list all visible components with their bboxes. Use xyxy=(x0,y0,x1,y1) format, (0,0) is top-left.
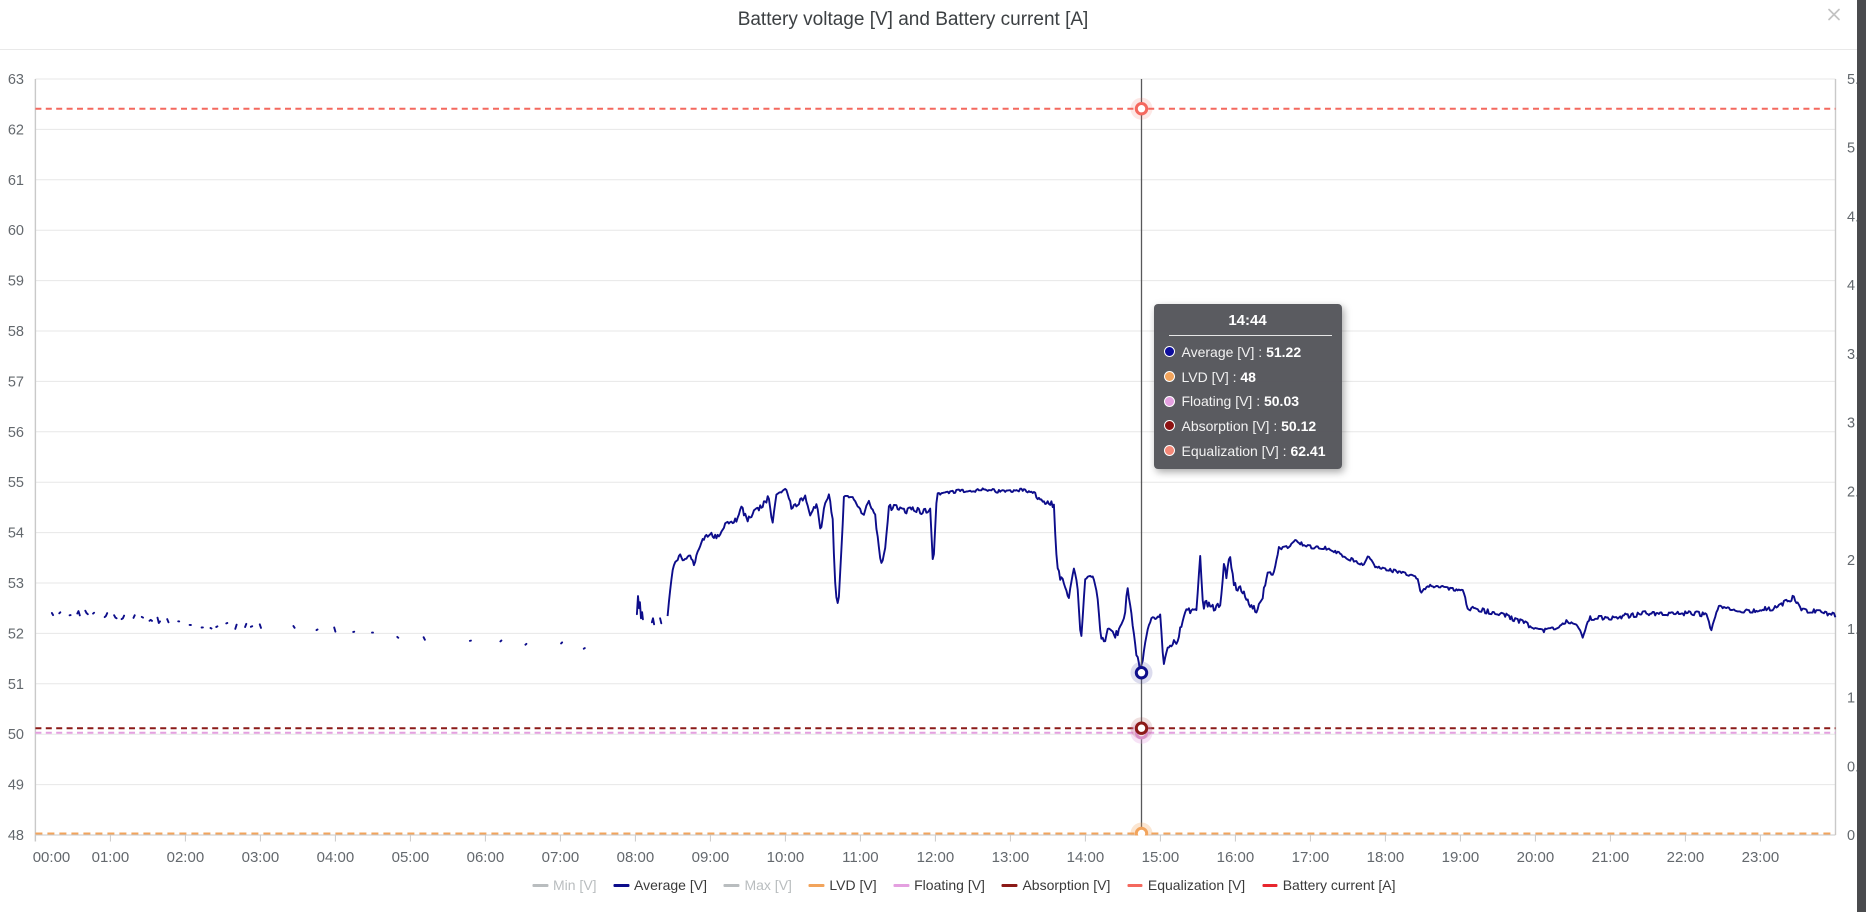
svg-text:2: 2 xyxy=(1847,553,1855,569)
svg-text:19:00: 19:00 xyxy=(1442,849,1480,866)
svg-text:63: 63 xyxy=(8,72,24,88)
svg-text:20:00: 20:00 xyxy=(1517,849,1555,866)
svg-text:60: 60 xyxy=(8,223,24,239)
svg-text:3: 3 xyxy=(1847,416,1855,432)
svg-text:04:00: 04:00 xyxy=(317,849,355,866)
svg-text:49: 49 xyxy=(8,778,24,794)
svg-text:11:00: 11:00 xyxy=(842,849,878,866)
svg-text:12:00: 12:00 xyxy=(917,849,955,866)
svg-text:61: 61 xyxy=(8,173,24,189)
svg-text:02:00: 02:00 xyxy=(167,849,205,866)
svg-text:05:00: 05:00 xyxy=(392,849,430,866)
svg-text:00:00: 00:00 xyxy=(33,849,71,866)
svg-text:51: 51 xyxy=(8,677,24,693)
svg-text:13:00: 13:00 xyxy=(992,849,1030,866)
svg-text:62: 62 xyxy=(8,122,24,138)
svg-text:17:00: 17:00 xyxy=(1292,849,1330,866)
svg-text:09:00: 09:00 xyxy=(692,849,730,866)
svg-text:06:00: 06:00 xyxy=(467,849,505,866)
svg-text:59: 59 xyxy=(8,274,24,290)
svg-text:52: 52 xyxy=(8,626,24,642)
svg-text:5: 5 xyxy=(1847,141,1855,157)
svg-text:56: 56 xyxy=(8,425,24,441)
svg-text:03:00: 03:00 xyxy=(242,849,280,866)
svg-text:54: 54 xyxy=(8,526,24,542)
svg-text:21:00: 21:00 xyxy=(1592,849,1630,866)
svg-text:23:00: 23:00 xyxy=(1742,849,1780,866)
svg-text:22:00: 22:00 xyxy=(1667,849,1705,866)
svg-text:1: 1 xyxy=(1847,691,1855,707)
svg-text:10:00: 10:00 xyxy=(767,849,805,866)
svg-text:08:00: 08:00 xyxy=(617,849,655,866)
svg-text:07:00: 07:00 xyxy=(542,849,580,866)
svg-text:57: 57 xyxy=(8,374,24,390)
svg-text:50: 50 xyxy=(8,727,24,743)
svg-text:16:00: 16:00 xyxy=(1217,849,1255,866)
svg-text:0: 0 xyxy=(1847,828,1855,844)
svg-text:01:00: 01:00 xyxy=(92,849,130,866)
svg-text:48: 48 xyxy=(8,828,24,844)
svg-text:53: 53 xyxy=(8,576,24,592)
svg-text:4: 4 xyxy=(1847,278,1855,294)
svg-text:55: 55 xyxy=(8,475,24,491)
svg-text:14:00: 14:00 xyxy=(1067,849,1105,866)
svg-text:15:00: 15:00 xyxy=(1142,849,1180,866)
svg-text:58: 58 xyxy=(8,324,24,340)
svg-text:18:00: 18:00 xyxy=(1367,849,1405,866)
